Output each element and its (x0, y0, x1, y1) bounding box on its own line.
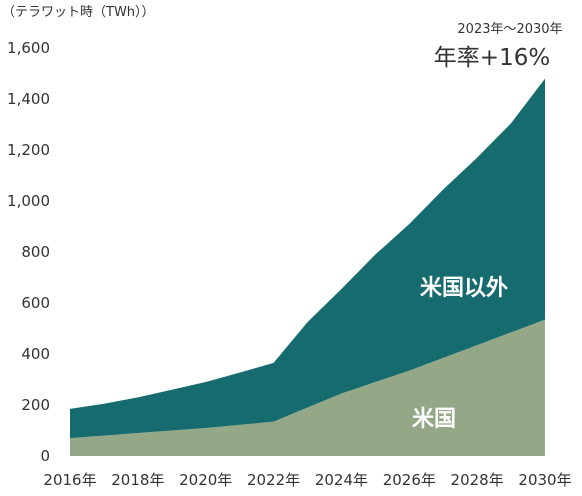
x-tick-label: 2026年 (383, 471, 436, 489)
y-tick-label: 600 (21, 294, 50, 312)
y-tick-label: 800 (21, 243, 50, 261)
area-series-us (70, 319, 545, 456)
series-label-us: 米国 (412, 407, 456, 432)
x-tick-label: 2028年 (451, 471, 504, 489)
y-tick-label: 1,200 (7, 141, 50, 159)
y-tick-label: 400 (21, 345, 50, 363)
growth-rate-label: 年率+16% (434, 45, 550, 71)
x-tick-label: 2030年 (518, 471, 571, 489)
y-axis-unit-label: （テラワット時（TWh）） (2, 5, 155, 20)
y-tick-label: 1,000 (7, 192, 50, 210)
x-tick-label: 2016年 (43, 471, 96, 489)
y-tick-label: 200 (21, 396, 50, 414)
y-tick-label: 1,400 (7, 90, 50, 108)
x-tick-label: 2018年 (111, 471, 164, 489)
growth-period-label: 2023年～2030年 (457, 22, 562, 37)
x-tick-label: 2022年 (247, 471, 300, 489)
x-tick-label: 2024年 (315, 471, 368, 489)
y-axis-ticks: 0 200 400 600 800 1,000 1,200 1,400 1,600 (7, 39, 50, 465)
x-tick-label: 2020年 (179, 471, 232, 489)
series-label-non-us: 米国以外 (420, 275, 508, 301)
area-layer (70, 78, 545, 456)
y-tick-label: 0 (40, 447, 50, 465)
area-series-non-us (70, 78, 545, 439)
y-tick-label: 1,600 (7, 39, 50, 57)
x-axis-ticks: 2016年 2018年 2020年 2022年 2024年 2026年 2028年 2030年 (43, 471, 571, 489)
